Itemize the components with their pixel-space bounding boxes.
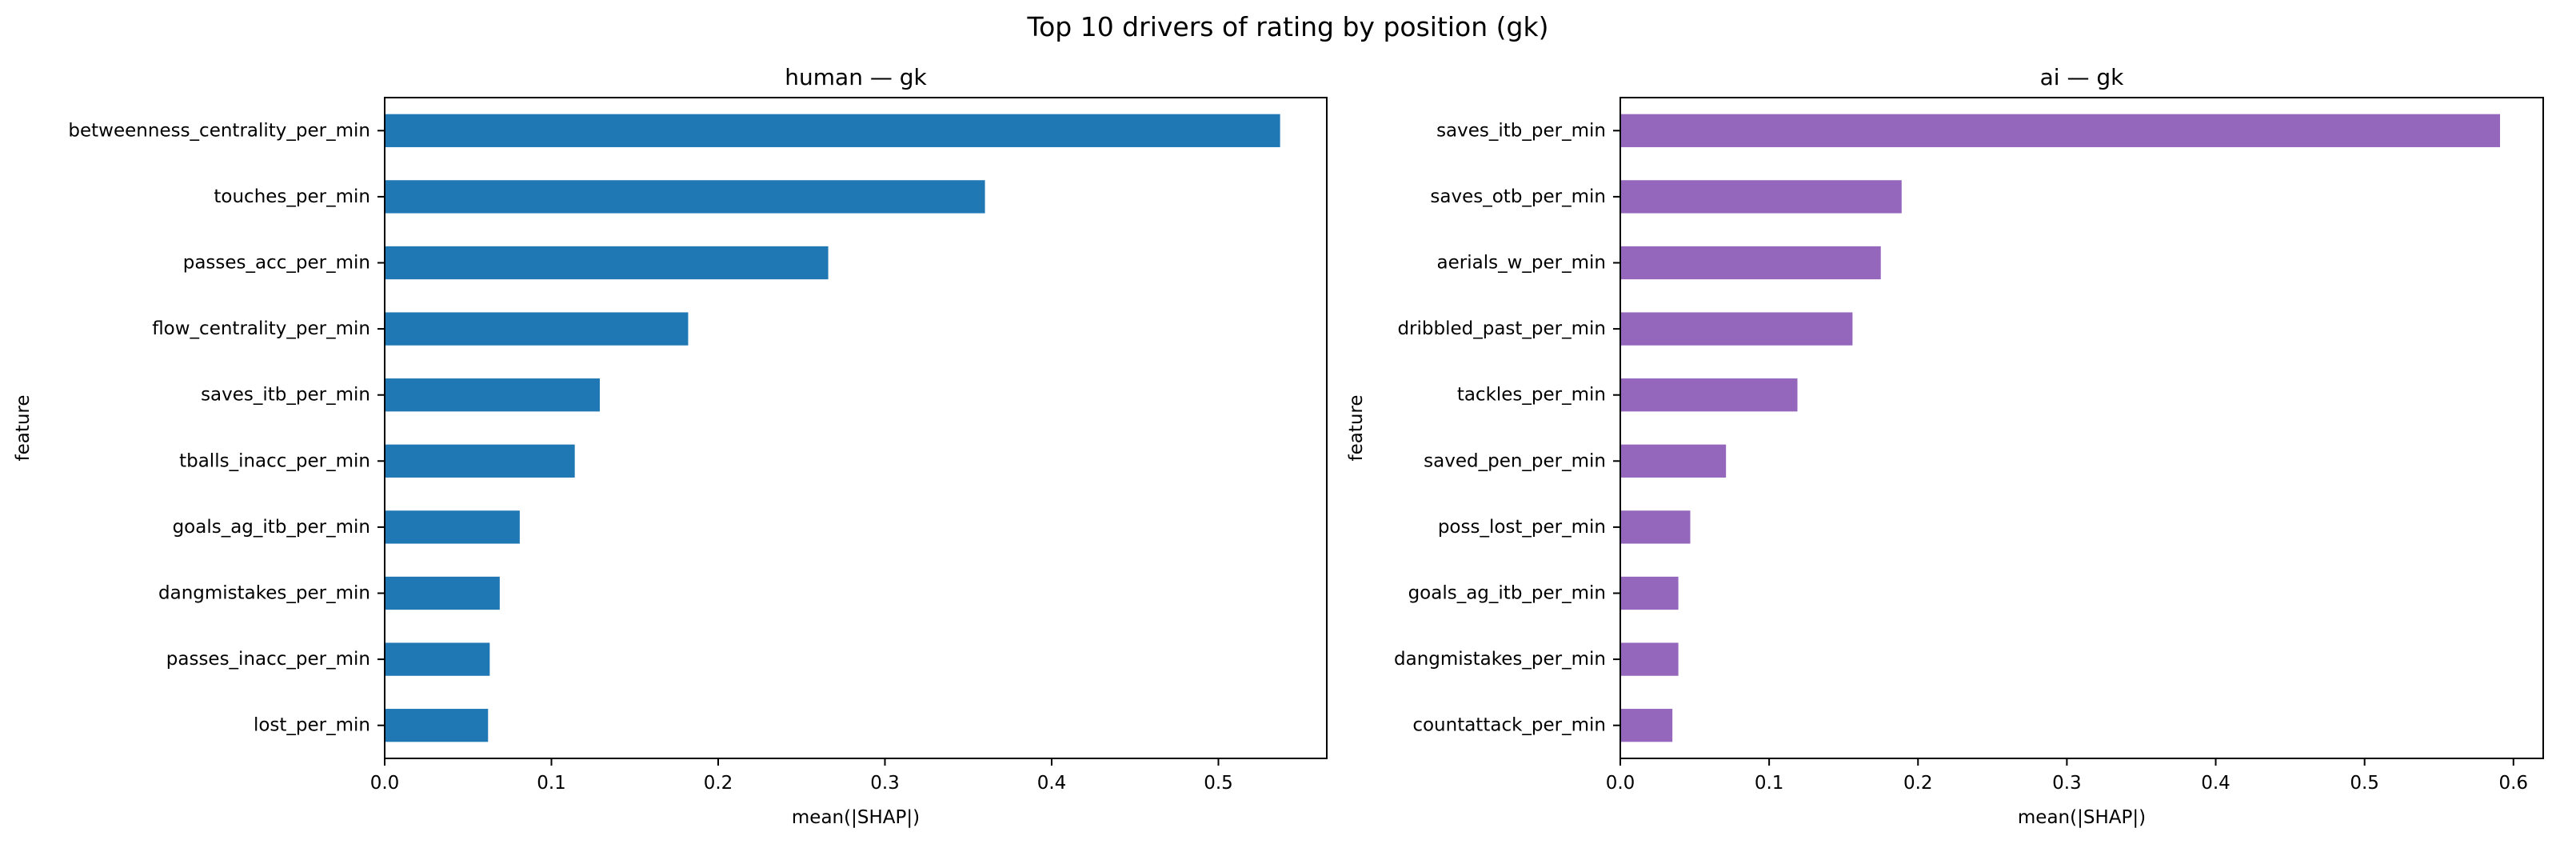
y-tick-label: touches_per_min bbox=[214, 186, 370, 207]
x-tick-label: 0.0 bbox=[1606, 773, 1635, 794]
x-axis-label: mean(|SHAP|) bbox=[2018, 807, 2146, 828]
bar bbox=[385, 180, 985, 214]
bar bbox=[1620, 378, 1798, 412]
y-tick-label: lost_per_min bbox=[254, 715, 370, 736]
x-tick-label: 0.6 bbox=[2498, 773, 2528, 794]
bar bbox=[1620, 246, 1881, 280]
bar bbox=[1620, 642, 1679, 676]
x-tick-label: 0.1 bbox=[537, 773, 566, 794]
y-tick-label: saves_itb_per_min bbox=[201, 385, 370, 406]
x-tick-label: 0.2 bbox=[1903, 773, 1933, 794]
y-tick-label: saved_pen_per_min bbox=[1424, 450, 1606, 471]
x-tick-label: 0.1 bbox=[1755, 773, 1784, 794]
bar bbox=[385, 246, 829, 280]
x-tick-label: 0.3 bbox=[2052, 773, 2082, 794]
y-axis-label: feature bbox=[1346, 394, 1367, 461]
subplot-title: human — gk bbox=[785, 64, 927, 90]
y-tick-label: goals_ag_itb_per_min bbox=[1408, 583, 1606, 604]
y-tick-label: dangmistakes_per_min bbox=[1394, 649, 1606, 670]
bar bbox=[1620, 510, 1691, 544]
y-tick-label: flow_centrality_per_min bbox=[152, 318, 370, 339]
plot-frame bbox=[384, 97, 1328, 759]
y-tick-label: countattack_per_min bbox=[1412, 715, 1606, 736]
bar bbox=[1620, 180, 1902, 214]
y-tick-label: poss_lost_per_min bbox=[1438, 517, 1606, 538]
bar bbox=[385, 378, 600, 412]
subplot-title: ai — gk bbox=[2040, 64, 2125, 90]
x-axis-label: mean(|SHAP|) bbox=[792, 807, 920, 828]
bar bbox=[385, 576, 500, 610]
y-tick-label: saves_itb_per_min bbox=[1436, 120, 1606, 141]
bar bbox=[385, 510, 520, 544]
y-tick-label: aerials_w_per_min bbox=[1437, 253, 1606, 274]
x-tick-label: 0.5 bbox=[2350, 773, 2379, 794]
y-tick-label: dangmistakes_per_min bbox=[158, 583, 370, 604]
x-tick-label: 0.4 bbox=[2201, 773, 2231, 794]
y-tick-label: dribbled_past_per_min bbox=[1397, 318, 1606, 339]
x-tick-label: 0.3 bbox=[870, 773, 900, 794]
figure-title: Top 10 drivers of rating by position (gk… bbox=[1027, 11, 1549, 42]
bar bbox=[385, 642, 490, 676]
y-tick-label: betweenness_centrality_per_min bbox=[68, 120, 370, 141]
bar bbox=[385, 312, 689, 346]
y-tick-label: saves_otb_per_min bbox=[1430, 186, 1606, 207]
y-tick-label: goals_ag_itb_per_min bbox=[173, 517, 370, 538]
bar bbox=[385, 709, 489, 742]
y-tick-label: passes_acc_per_min bbox=[183, 253, 370, 274]
bar bbox=[385, 444, 575, 478]
y-tick-label: tackles_per_min bbox=[1457, 385, 1606, 406]
bar bbox=[1620, 576, 1679, 610]
x-tick-label: 0.0 bbox=[370, 773, 400, 794]
bar bbox=[1620, 444, 1727, 478]
bar bbox=[1620, 709, 1673, 742]
x-tick-label: 0.4 bbox=[1037, 773, 1067, 794]
x-tick-label: 0.2 bbox=[704, 773, 733, 794]
y-tick-label: passes_inacc_per_min bbox=[166, 649, 370, 670]
y-axis-label: feature bbox=[13, 394, 34, 461]
y-tick-label: tballs_inacc_per_min bbox=[179, 450, 370, 471]
bar bbox=[385, 114, 1280, 147]
bar bbox=[1620, 114, 2501, 147]
x-tick-label: 0.5 bbox=[1204, 773, 1233, 794]
bar bbox=[1620, 312, 1853, 346]
plot-frame bbox=[1619, 97, 2544, 759]
